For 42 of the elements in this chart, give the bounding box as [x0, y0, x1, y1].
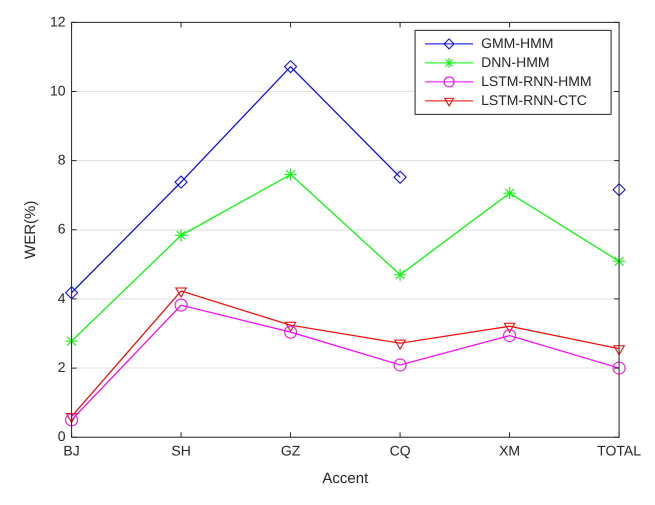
point [66, 412, 78, 423]
point [394, 170, 407, 184]
point [174, 298, 188, 312]
legend-label: LSTM-RNN-CTC [481, 92, 587, 108]
y-tick-label: 12 [50, 13, 66, 30]
y-tick-label: 10 [50, 82, 66, 98]
x-tick-label: XM [499, 442, 520, 458]
point [394, 358, 407, 372]
point [284, 322, 296, 332]
y-tick-label: 6 [58, 220, 66, 237]
point [65, 334, 78, 348]
point [612, 183, 626, 196]
x-tick-label: TOTAL [597, 442, 642, 458]
y-tick-label: 4 [58, 290, 66, 306]
y-axis-title: WER(%) [22, 200, 40, 259]
point [504, 322, 516, 333]
point [503, 329, 516, 342]
point [503, 186, 516, 200]
point [65, 413, 78, 426]
point [612, 362, 626, 375]
legend-label: DNN-HMM [481, 54, 550, 70]
legend-label: GMM-HMM [481, 34, 554, 51]
x-tick-label: SH [171, 442, 191, 458]
point [65, 286, 78, 300]
y-tick-label: 2 [58, 358, 66, 375]
point [613, 345, 625, 356]
point [284, 168, 298, 181]
point [394, 268, 407, 282]
y-tick-label: 0 [58, 428, 66, 444]
x-axis-title: Accent [322, 470, 370, 488]
legend-label: LSTM-RNN-HMM [481, 72, 592, 89]
x-tick-label: GZ [280, 442, 301, 458]
point [284, 60, 298, 74]
x-tick-label: BJ [63, 442, 80, 458]
point [175, 287, 187, 298]
point [174, 228, 188, 242]
point [174, 176, 188, 189]
point [612, 254, 626, 268]
y-tick-label: 8 [58, 152, 66, 168]
point [394, 340, 406, 350]
point [284, 326, 298, 339]
x-tick-label: CQ [390, 442, 411, 458]
